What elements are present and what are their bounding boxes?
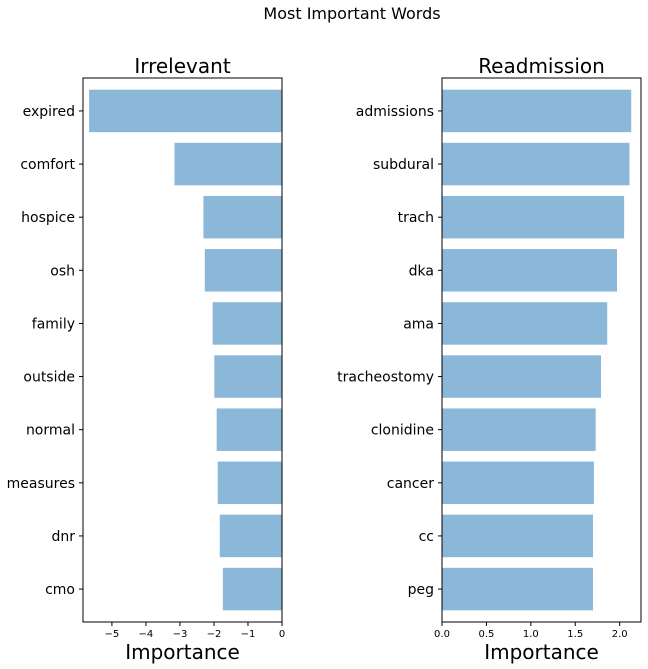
irrelevant-bar-expired — [89, 89, 282, 133]
readmission-bar-tracheostomy — [442, 355, 602, 398]
irrelevant-bar-dnr — [219, 514, 282, 558]
readmission-label-dka: dka — [409, 263, 434, 279]
irrelevant-label-comfort: comfort — [20, 157, 75, 173]
readmission-label-peg: peg — [408, 582, 434, 598]
irrelevant-axes-frame — [82, 77, 283, 623]
irrelevant-label-outside: outside — [23, 370, 75, 386]
irrelevant-xtick-label: −2 — [207, 629, 222, 640]
readmission-xtick-label: 0.0 — [434, 629, 450, 640]
readmission-xtick-label: 2.0 — [612, 629, 628, 640]
readmission-bar-clonidine — [442, 408, 596, 451]
irrelevant-title: Irrelevant — [134, 54, 230, 78]
figure-title: Most Important Words — [263, 4, 440, 23]
readmission-title: Readmission — [478, 54, 605, 78]
readmission-label-clonidine: clonidine — [371, 423, 434, 439]
irrelevant-xlabel: Importance — [125, 640, 240, 664]
irrelevant-bar-outside — [214, 355, 282, 398]
readmission-label-admissions: admissions — [356, 104, 434, 120]
readmission-bar-peg — [442, 567, 594, 611]
irrelevant-bar-hospice — [203, 195, 282, 239]
irrelevant-xtick-label: −5 — [105, 629, 120, 640]
readmission-bar-cc — [442, 514, 594, 558]
readmission-panel: Readmission admissions subdural trach dka ama… — [337, 54, 642, 664]
irrelevant-label-osh: osh — [50, 263, 75, 279]
readmission-bar-ama — [442, 302, 608, 345]
readmission-label-tracheostomy: tracheostomy — [337, 370, 434, 386]
readmission-bar-cancer — [442, 461, 594, 505]
readmission-xlabel: Importance — [484, 640, 599, 664]
irrelevant-bar-cmo — [222, 567, 282, 611]
readmission-xtick-label: 1.5 — [567, 629, 583, 640]
irrelevant-bar-normal — [216, 408, 282, 451]
irrelevant-xtick-label: −4 — [139, 629, 154, 640]
irrelevant-label-cmo: cmo — [45, 582, 75, 598]
readmission-axes-frame — [441, 77, 642, 623]
readmission-xtick-label: 0.5 — [478, 629, 494, 640]
irrelevant-label-hospice: hospice — [21, 210, 75, 226]
irrelevant-bar-osh — [204, 249, 282, 292]
irrelevant-label-family: family — [32, 316, 75, 332]
irrelevant-label-dnr: dnr — [51, 529, 75, 545]
readmission-bar-admissions — [442, 89, 632, 133]
irrelevant-xtick-label: −3 — [173, 629, 188, 640]
readmission-bar-dka — [442, 249, 618, 292]
readmission-label-cc: cc — [419, 529, 434, 545]
readmission-bar-subdural — [442, 142, 630, 186]
irrelevant-bar-family — [212, 302, 282, 345]
readmission-label-trach: trach — [398, 210, 434, 226]
irrelevant-xtick-label: −1 — [241, 629, 256, 640]
irrelevant-bar-measures — [217, 461, 282, 505]
readmission-label-subdural: subdural — [373, 157, 434, 173]
irrelevant-panel: Irrelevant expired comfort hospice osh family… — [7, 54, 286, 664]
irrelevant-label-measures: measures — [7, 476, 75, 492]
readmission-bar-trach — [442, 195, 625, 239]
irrelevant-label-normal: normal — [26, 423, 75, 439]
readmission-xtick-label: 1.0 — [523, 629, 539, 640]
readmission-label-cancer: cancer — [387, 476, 434, 492]
irrelevant-label-expired: expired — [23, 104, 75, 120]
readmission-label-ama: ama — [403, 316, 434, 332]
irrelevant-xtick-label: 0 — [279, 629, 285, 640]
irrelevant-bar-comfort — [174, 142, 282, 186]
